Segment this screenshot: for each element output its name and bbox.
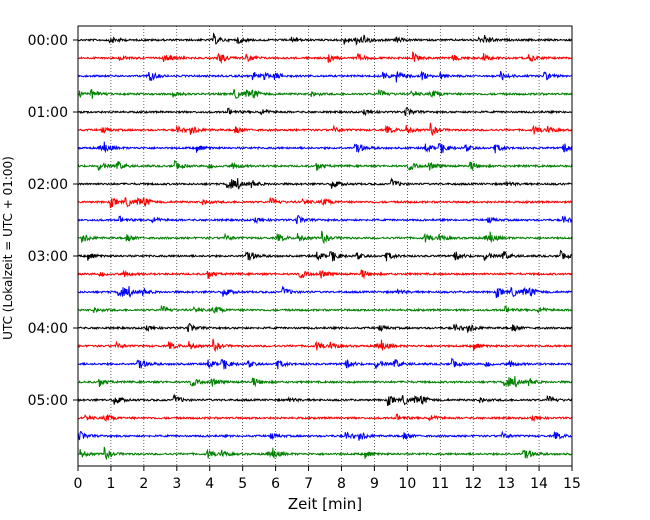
trace-0045	[77, 88, 573, 100]
x-tick-label-6: 6	[271, 476, 280, 492]
trace-0015	[77, 51, 573, 65]
trace-0115	[77, 122, 573, 137]
y-tick-label-2: 02:00	[28, 177, 68, 193]
trace-0530	[77, 430, 573, 441]
trace-0245	[77, 230, 573, 245]
trace-0545	[77, 446, 573, 461]
trace-0515	[77, 413, 573, 423]
trace-0230	[77, 214, 573, 225]
trace-0445	[77, 376, 573, 388]
trace-0030	[77, 71, 573, 83]
x-tick-label-7: 7	[304, 476, 313, 492]
trace-0500	[77, 393, 573, 407]
trace-0000	[77, 32, 573, 46]
seismic-traces	[77, 32, 573, 461]
x-tick-label-15: 15	[563, 476, 581, 492]
x-tick-label-3: 3	[172, 476, 181, 492]
plot-frame	[77, 25, 573, 467]
y-tick-label-5: 05:00	[28, 393, 68, 409]
y-tick-label-0: 00:00	[28, 33, 68, 49]
trace-0315	[77, 269, 573, 280]
grid-lines	[110, 26, 540, 466]
trace-0215	[77, 196, 573, 209]
y-tick-label-1: 01:00	[28, 105, 68, 121]
x-tick-label-11: 11	[431, 476, 449, 492]
x-tick-label-12: 12	[464, 476, 482, 492]
trace-0330	[77, 285, 573, 299]
trace-0200	[77, 177, 573, 190]
trace-0100	[77, 106, 573, 117]
trace-0345	[77, 305, 572, 314]
trace-0130	[77, 141, 573, 154]
x-tick-label-14: 14	[530, 476, 548, 492]
y-tick-label-3: 03:00	[28, 249, 68, 265]
x-tick-label-2: 2	[139, 476, 148, 492]
trace-0415	[77, 338, 573, 353]
x-axis-ticks: 0 1 2 3 4 5 6 7 8 9 10 11 12 13 14 15	[74, 466, 581, 492]
x-axis-label: Zeit [min]	[288, 495, 362, 513]
trace-0145	[77, 159, 573, 172]
y-axis-ticks: 00:00 01:00 02:00 03:00 04:00 05:00	[28, 33, 78, 409]
x-tick-label-9: 9	[370, 476, 379, 492]
x-tick-label-4: 4	[205, 476, 214, 492]
x-tick-label-13: 13	[497, 476, 515, 492]
x-tick-label-8: 8	[337, 476, 346, 492]
trace-0430	[77, 357, 573, 370]
y-tick-label-4: 04:00	[28, 321, 68, 337]
x-tick-label-10: 10	[398, 476, 416, 492]
trace-0300	[77, 249, 573, 262]
y-axis-label: UTC (Lokalzeit = UTC + 01:00)	[1, 156, 15, 340]
x-tick-label-0: 0	[74, 476, 83, 492]
x-tick-label-1: 1	[106, 476, 115, 492]
x-tick-label-5: 5	[238, 476, 247, 492]
trace-0400	[77, 322, 573, 333]
